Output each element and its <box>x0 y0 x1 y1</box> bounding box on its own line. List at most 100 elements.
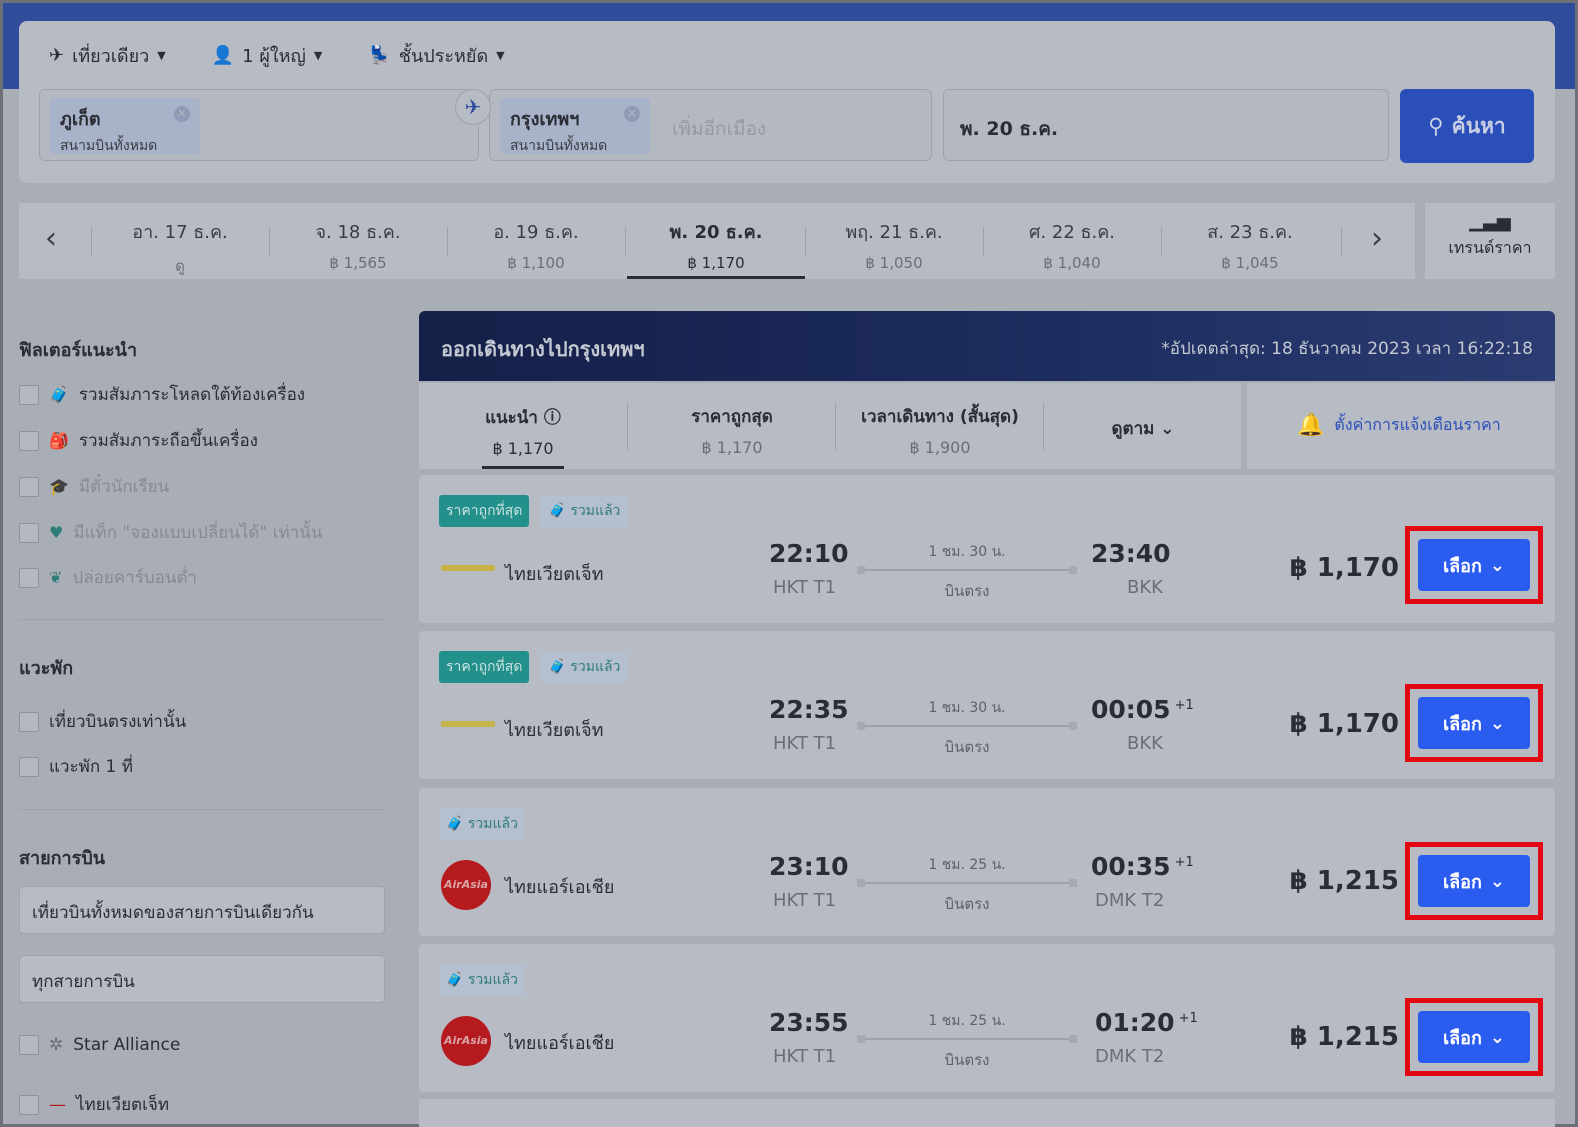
luggage-icon: 🧳 <box>548 503 566 519</box>
last-updated: *อัปเดตล่าสุด: 18 ธันวาคม 2023 เวลา 16:2… <box>1161 339 1533 359</box>
trip-type-dropdown[interactable]: ✈ เที่ยวเดียว ▼ <box>49 41 166 70</box>
luggage-icon: 🧳 <box>548 659 566 675</box>
checkbox[interactable] <box>19 522 39 543</box>
date-price: ฿ 1,100 <box>507 254 565 272</box>
select-flight-button[interactable]: เลือก ⌄ <box>1418 539 1530 591</box>
sort-bar: แนะนำ ⓘ ฿ 1,170 ราคาถูกสุด ฿ 1,170 เวลาเ… <box>419 383 1555 469</box>
seat-icon: 💺 <box>368 45 391 66</box>
airasia-logo: AirAsia <box>441 1016 491 1066</box>
duration: 1 ชม. 30 น. <box>928 700 1006 716</box>
filter-nonstop[interactable]: เที่ยวบินตรงเท่านั้น <box>19 708 186 735</box>
arrival-airport: BKK <box>1127 577 1163 598</box>
date-label: จ. 18 ธ.ค. <box>315 222 401 243</box>
airline-all-select[interactable]: ทุกสายการบิน <box>19 955 385 1003</box>
date-price: ฿ 1,040 <box>1043 254 1101 272</box>
heart-icon: ♥ <box>49 523 64 542</box>
duration: 1 ชม. 30 น. <box>928 544 1006 560</box>
date-cell[interactable]: พฤ. 21 ธ.ค. ฿ 1,050 <box>805 203 983 279</box>
price-trend-label: เทรนด์ราคา <box>1448 238 1532 257</box>
passengers-dropdown[interactable]: 👤 1 ผู้ใหญ่ ▼ <box>212 41 323 70</box>
filter-vietjet[interactable]: — ไทยเวียตเจ็ท <box>19 1091 169 1118</box>
chevron-right-icon[interactable]: › <box>1371 221 1383 256</box>
date-label: ส. 23 ธ.ค. <box>1207 222 1293 243</box>
results-header: ออกเดินทางไปกรุงเทพฯ *อัปเดตล่าสุด: 18 ธ… <box>419 311 1555 381</box>
results-title: ออกเดินทางไปกรุงเทพฯ <box>441 337 645 361</box>
checkbox[interactable] <box>19 567 39 588</box>
date-cell[interactable]: จ. 18 ธ.ค. ฿ 1,565 <box>269 203 447 279</box>
departure-time: 23:55 <box>769 1008 849 1037</box>
select-flight-button[interactable]: เลือก ⌄ <box>1418 855 1530 907</box>
date-cell-active[interactable]: พ. 20 ธ.ค. ฿ 1,170 <box>627 203 805 279</box>
caret-down-icon: ▼ <box>157 49 166 62</box>
vietjet-logo <box>441 565 495 571</box>
select-flight-button[interactable]: เลือก ⌄ <box>1418 697 1530 749</box>
flight-card[interactable]: 🧳 รวมแล้ว AirAsia ไทยแอร์เอเชีย 23:10 HK… <box>419 788 1555 936</box>
vietjet-logo <box>441 721 495 727</box>
flight-card[interactable]: ราคาถูกที่สุด 🧳 รวมแล้ว ไทยเวียตเจ็ท 22:… <box>419 475 1555 623</box>
date-price: ดู <box>175 257 185 275</box>
date-field[interactable]: พ. 20 ธ.ค. <box>943 89 1389 161</box>
airline-alliance-select[interactable]: เที่ยวบินทั้งหมดของสายการบินเดียวกัน <box>19 886 385 934</box>
sort-tab-shortest[interactable]: เวลาเดินทาง (สั้นสุด) ฿ 1,900 <box>837 383 1043 469</box>
flight-card-partial <box>419 1099 1555 1127</box>
date-label: อ. 19 ธ.ค. <box>493 222 579 243</box>
checkbox[interactable] <box>19 756 39 777</box>
checkbox[interactable] <box>19 384 39 405</box>
checkbox[interactable] <box>19 476 39 497</box>
plane-route-icon[interactable]: ✈ <box>455 89 491 125</box>
date-strip: ‹ อา. 17 ธ.ค. ดู จ. 18 ธ.ค. ฿ 1,565 อ. 1… <box>19 203 1415 279</box>
airlines-filter-title: สายการบิน <box>19 848 106 869</box>
add-city-input[interactable]: เพิ่มอีกเมือง <box>672 118 767 140</box>
price-trend-button[interactable]: ▁▃▅ เทรนด์ราคา <box>1425 203 1555 279</box>
person-icon: 👤 <box>211 45 235 66</box>
cabin-dropdown[interactable]: 💺 ชั้นประหยัด ▼ <box>368 41 504 70</box>
checkbox[interactable] <box>19 430 39 451</box>
price-alert-link[interactable]: 🔔 ตั้งค่าการแจ้งเตือนราคา <box>1297 413 1501 438</box>
date-cell[interactable]: ส. 23 ธ.ค. ฿ 1,045 <box>1161 203 1339 279</box>
date-cell[interactable]: อา. 17 ธ.ค. ดู <box>91 203 269 279</box>
flight-card[interactable]: ราคาถูกที่สุด 🧳 รวมแล้ว ไทยเวียตเจ็ท 22:… <box>419 631 1555 779</box>
date-value: พ. 20 ธ.ค. <box>960 118 1059 140</box>
route-line <box>857 879 1077 887</box>
sort-more-dropdown[interactable]: ดูตาม ⌄ <box>1045 383 1241 469</box>
checkbox[interactable] <box>19 711 39 732</box>
origin-field[interactable]: ภูเก็ต สนามบินทั้งหมด ✕ <box>39 89 479 161</box>
select-flight-button[interactable]: เลือก ⌄ <box>1418 1011 1530 1063</box>
cheapest-badge: ราคาถูกที่สุด <box>439 651 530 683</box>
sort-tab-recommended[interactable]: แนะนำ ⓘ ฿ 1,170 <box>419 383 627 469</box>
remove-origin-icon[interactable]: ✕ <box>174 106 190 122</box>
flight-price: ฿ 1,170 <box>1289 709 1399 739</box>
flight-card[interactable]: 🧳 รวมแล้ว AirAsia ไทยแอร์เอเชีย 23:55 HK… <box>419 944 1555 1092</box>
recommended-filters-title: ฟิลเตอร์แนะนำ <box>19 340 138 361</box>
sort-tab-cheapest[interactable]: ราคาถูกสุด ฿ 1,170 <box>629 383 835 469</box>
select-label: เลือก <box>1443 871 1482 893</box>
chevron-left-icon[interactable]: ‹ <box>45 221 57 256</box>
filter-low-carbon[interactable]: ❦ ปล่อยคาร์บอนต่ำ <box>19 564 197 591</box>
highlight-frame: เลือก ⌄ <box>1405 998 1543 1076</box>
checkbox[interactable] <box>19 1035 39 1055</box>
filter-checked-bag[interactable]: 🧳 รวมสัมภาระโหลดใต้ท้องเครื่อง <box>19 381 305 408</box>
arrival-airport: DMK T2 <box>1095 1046 1165 1067</box>
filter-one-stop[interactable]: แวะพัก 1 ที่ <box>19 753 133 780</box>
remove-destination-icon[interactable]: ✕ <box>624 106 640 122</box>
filter-star-alliance[interactable]: ✲ Star Alliance <box>19 1035 180 1055</box>
destination-chip[interactable]: กรุงเทพฯ สนามบินทั้งหมด ✕ <box>500 98 650 154</box>
search-button[interactable]: ⚲ ค้นหา <box>1400 89 1534 163</box>
destination-field[interactable]: กรุงเทพฯ สนามบินทั้งหมด ✕ เพิ่มอีกเมือง <box>489 89 932 161</box>
filter-carry-on[interactable]: 🎒 รวมสัมภาระถือขึ้นเครื่อง <box>19 427 258 454</box>
star-alliance-icon: ✲ <box>49 1035 64 1055</box>
checkbox[interactable] <box>19 1094 39 1115</box>
date-cell[interactable]: อ. 19 ธ.ค. ฿ 1,100 <box>447 203 625 279</box>
sort-tab-value: ฿ 1,170 <box>492 439 554 458</box>
select-label: เลือก <box>1443 713 1482 735</box>
filter-flexible[interactable]: ♥ มีแท็ก "จองแบบเปลี่ยนได้" เท่านั้น <box>19 519 322 546</box>
filter-label: มีตั๋วนักเรียน <box>78 477 170 497</box>
stops-label: บินตรง <box>944 895 990 913</box>
arrival-time: 00:05 +1 <box>1091 695 1194 724</box>
sort-tab-label: แนะนำ ⓘ <box>485 408 561 428</box>
filter-student[interactable]: 🎓 มีตั๋วนักเรียน <box>19 473 169 500</box>
luggage-icon: 🧳 <box>446 816 464 832</box>
date-price: ฿ 1,170 <box>687 254 745 272</box>
date-cell[interactable]: ศ. 22 ธ.ค. ฿ 1,040 <box>983 203 1161 279</box>
origin-chip[interactable]: ภูเก็ต สนามบินทั้งหมด ✕ <box>50 98 200 154</box>
